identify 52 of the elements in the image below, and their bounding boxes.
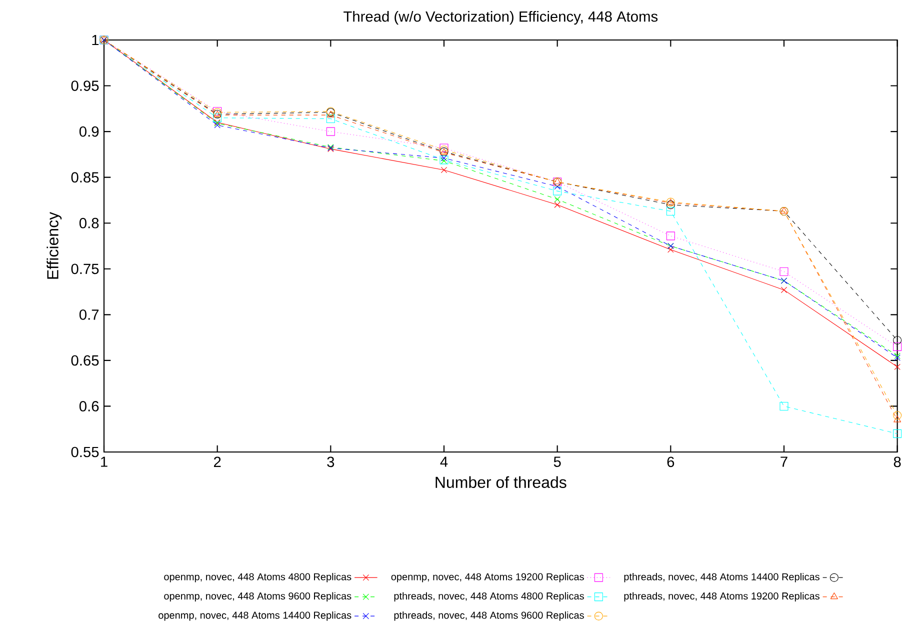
x-tick-label: 1 xyxy=(101,456,108,467)
legend-label: openmp, novec, 448 Atoms 9600 Replicas xyxy=(164,592,352,602)
point xyxy=(326,127,335,136)
y-tick-label: 0.7 xyxy=(79,309,99,320)
point xyxy=(668,246,674,253)
legend-label: openmp, novec, 448 Atoms 4800 Replicas xyxy=(164,572,352,582)
legend-label: pthreads, novec, 448 Atoms 9600 Replicas xyxy=(394,611,584,621)
point xyxy=(440,166,448,174)
x-tick-label: 5 xyxy=(554,456,561,467)
point xyxy=(440,155,448,162)
point xyxy=(893,342,902,351)
point xyxy=(553,186,562,196)
point xyxy=(666,206,675,216)
x-tick-label: 2 xyxy=(214,456,221,467)
y-tick-label: 0.85 xyxy=(71,172,99,183)
y-tick-label: 0.55 xyxy=(71,446,99,458)
point xyxy=(893,429,902,438)
x-tick-label: 3 xyxy=(327,456,334,468)
x-tick-label: 6 xyxy=(667,456,674,468)
point xyxy=(780,402,788,410)
point xyxy=(326,110,334,118)
y-axis-title: Efficiency xyxy=(46,212,62,279)
point xyxy=(894,364,900,370)
point xyxy=(893,336,902,345)
y-tick-label: 1 xyxy=(92,34,99,46)
legend-label: openmp, novec, 448 Atoms 19200 Replicas xyxy=(391,572,584,582)
legend-label: pthreads, novec, 448 Atoms 14400 Replicas xyxy=(624,572,820,582)
point xyxy=(893,411,902,420)
point xyxy=(213,114,222,122)
legend-label: pthreads, novec, 448 Atoms 4800 Replicas xyxy=(394,592,584,602)
point xyxy=(780,286,788,294)
x-tick-label: 4 xyxy=(440,456,448,467)
x-tick-label: 7 xyxy=(780,456,788,467)
point xyxy=(780,267,788,276)
x-axis-title: Number of threads xyxy=(436,476,566,488)
point xyxy=(894,416,902,422)
point xyxy=(666,200,675,210)
y-tick-label: 0.95 xyxy=(71,80,99,91)
point xyxy=(554,202,560,208)
chart-title: Thread (w/o Vectorization) Efficiency, 448 Atoms xyxy=(344,10,658,25)
point xyxy=(554,196,560,202)
y-tick-label: 0.75 xyxy=(71,264,99,274)
y-tick-label: 0.9 xyxy=(79,126,99,137)
legend-label: openmp, novec, 448 Atoms 14400 Replicas xyxy=(158,611,352,621)
y-tick-label: 0.6 xyxy=(79,401,99,412)
point xyxy=(666,232,675,240)
y-tick-label: 0.65 xyxy=(71,355,99,366)
legend-label: pthreads, novec, 448 Atoms 19200 Replicas xyxy=(624,592,820,602)
y-tick-label: 0.8 xyxy=(79,218,99,228)
point xyxy=(554,183,560,190)
x-tick-label: 8 xyxy=(894,456,901,468)
point xyxy=(326,114,335,124)
